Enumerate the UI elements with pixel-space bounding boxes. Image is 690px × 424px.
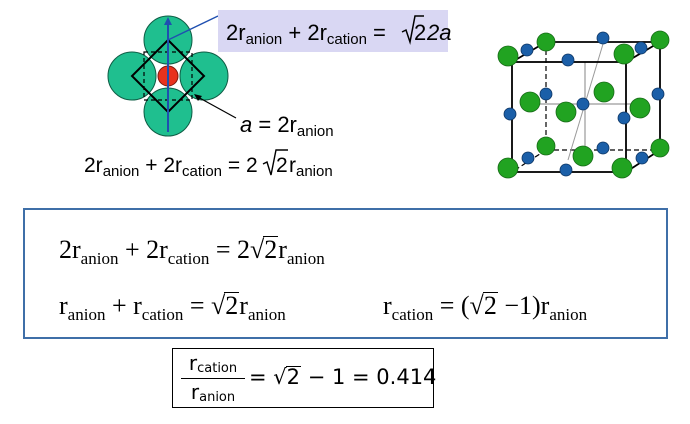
ratio-result-box: rcation ranion = √2 − 1 = 0.414 [172, 348, 437, 408]
rock-salt-unit-cell [497, 30, 670, 179]
cation-atom [559, 163, 573, 177]
svg-text:2: 2 [276, 154, 288, 177]
label-relation: 2ranion + 2rcation = 2 2 ranion [84, 149, 333, 180]
ratio-value: = √2 − 1 = 0.414 [249, 365, 437, 389]
cation-atom [651, 87, 665, 101]
anion-atom [650, 138, 670, 158]
svg-text:2a: 2a [426, 20, 451, 45]
anion-atom [650, 30, 670, 50]
anion-atom [613, 43, 635, 65]
cation-atom [596, 31, 610, 45]
cation-atom [576, 97, 590, 111]
svg-text:2: 2 [414, 20, 426, 45]
cation-atom [617, 111, 631, 125]
anion-packing-diagram [107, 15, 237, 137]
cation-atom [635, 151, 649, 165]
diagram-figure: 2ranion + 2rcation = 2 2a a = 2ranion 2r… [84, 10, 670, 180]
cation-atom [521, 151, 535, 165]
anion-atom [519, 91, 541, 113]
cation-atom [596, 141, 610, 155]
sqrt-sign-icon: √ [469, 291, 484, 320]
label-a-equals: a = 2ranion [240, 112, 334, 140]
label-box-bg [218, 10, 448, 52]
cation-atom [503, 107, 517, 121]
equations-box: 2ranion + 2rcation = 2√2ranion ranion + … [23, 208, 668, 339]
cation-atom [634, 41, 648, 55]
sqrt-sign-icon [401, 15, 424, 45]
label-sqrt-2a: 2ranion + 2rcation = 2 2a [226, 15, 451, 48]
anion-atom [572, 145, 594, 167]
equation-line-1: 2ranion + 2rcation = 2√2ranion [59, 235, 325, 268]
anion-atom [629, 97, 651, 119]
leader-line-a [195, 95, 237, 119]
anion-atom [536, 136, 556, 156]
sqrt-sign-icon: √ [273, 365, 287, 389]
equation-line-3: rcation = (√2 −1)ranion [383, 291, 588, 324]
equation-line-2: ranion + rcation = √2ranion [59, 291, 286, 324]
sqrt-sign-icon [262, 149, 288, 176]
arrow-head-up-icon [164, 17, 172, 25]
ratio-fraction: rcation ranion [181, 353, 245, 404]
cation-atom [520, 43, 534, 57]
svg-text:2ranion + 2rcation =: 2ranion + 2rcation = [226, 20, 386, 48]
anion-atom [555, 101, 577, 123]
sqrt-sign-icon: √ [211, 291, 226, 320]
anion-atom [611, 157, 633, 179]
svg-text:ranion: ranion [289, 154, 333, 180]
arrow-head-a-icon [194, 94, 202, 101]
anion-atom [593, 81, 615, 103]
ratio-numerator: rcation [181, 353, 245, 379]
anion-atom [536, 32, 556, 52]
svg-text:2ranion + 2rcation = 2: 2ranion + 2rcation = 2 [84, 154, 258, 180]
ratio-denominator: ranion [190, 380, 236, 405]
sqrt-sign-icon: √ [250, 235, 265, 264]
leader-line-top [167, 15, 219, 41]
cation-atom [561, 53, 575, 67]
anion-atom [497, 45, 519, 67]
cation-atom [539, 87, 553, 101]
anion-atom [497, 157, 519, 179]
